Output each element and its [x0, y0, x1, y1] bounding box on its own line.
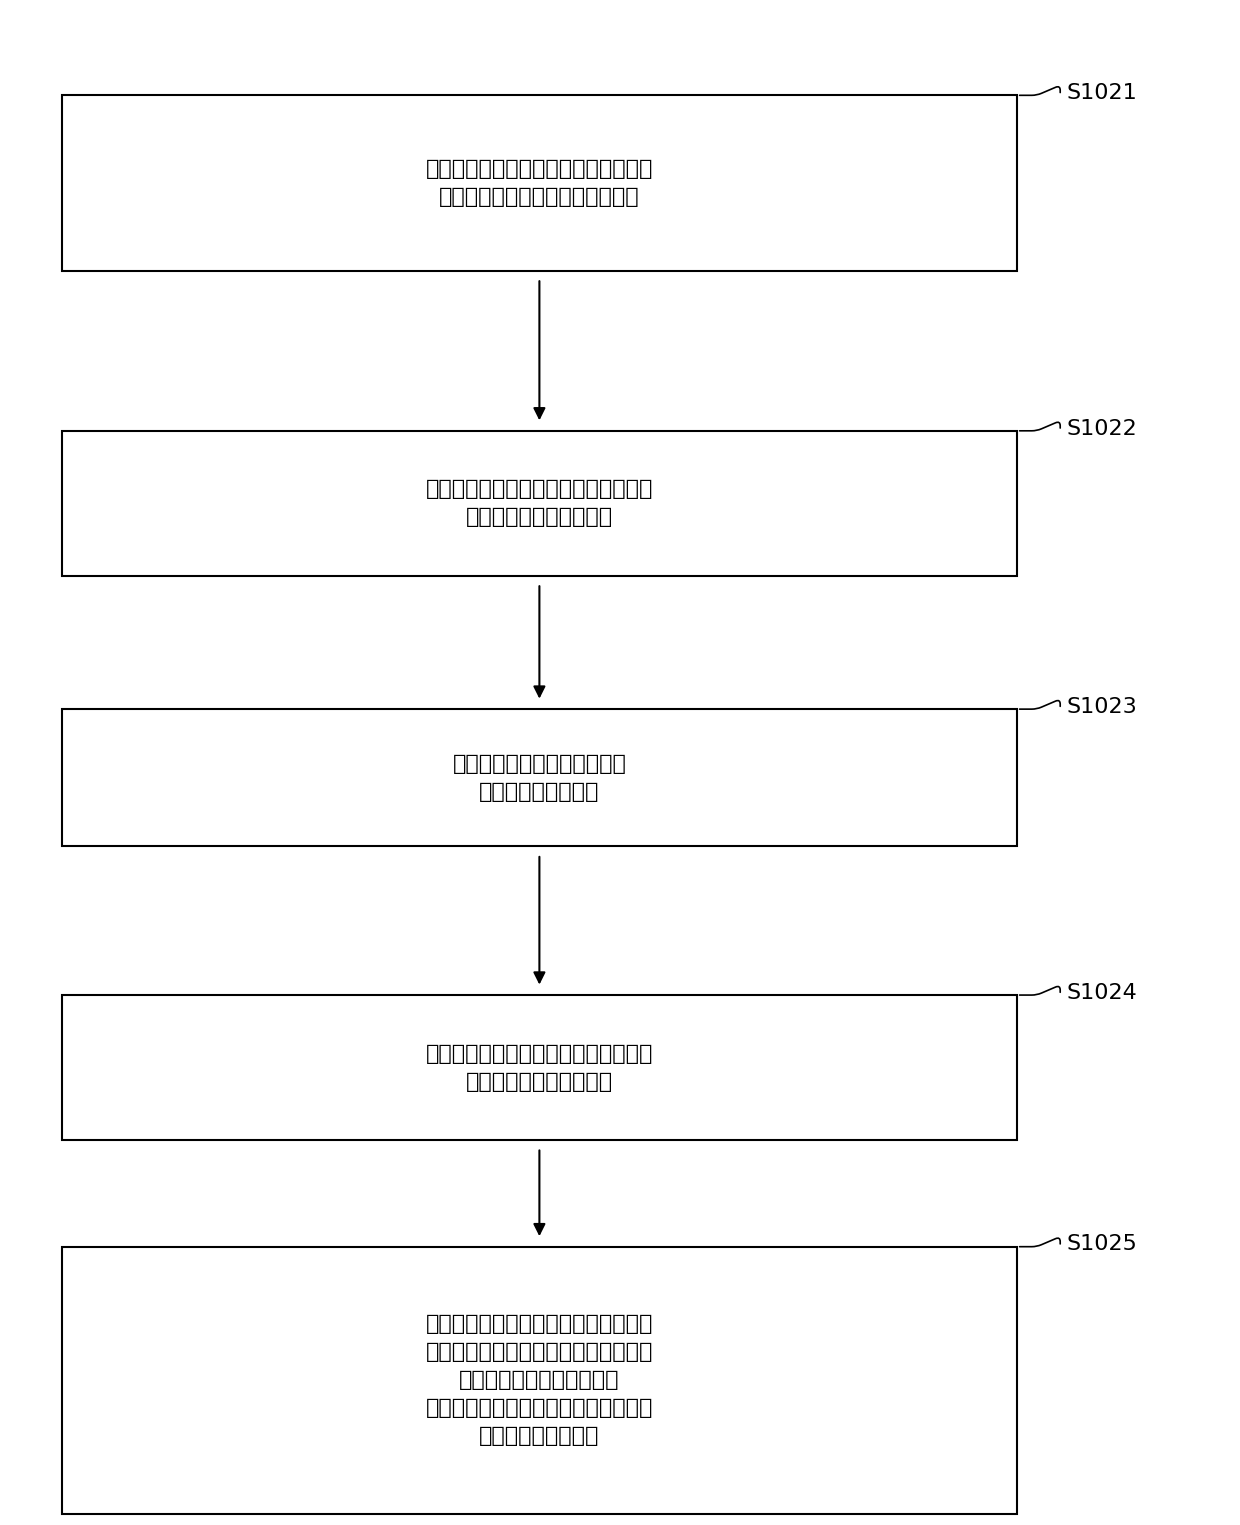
Text: 分别计算左眼的中心位置的横坐标以及
右眼的中心位置的横坐标: 分别计算左眼的中心位置的横坐标以及 右眼的中心位置的横坐标	[425, 479, 653, 528]
FancyBboxPatch shape	[62, 996, 1017, 1141]
FancyBboxPatch shape	[62, 709, 1017, 846]
FancyBboxPatch shape	[62, 430, 1017, 575]
Text: S1022: S1022	[1066, 418, 1137, 439]
Text: S1023: S1023	[1066, 697, 1137, 717]
Text: 从所述肤色像素点集合划分出
上侧肤色像素点子集: 从所述肤色像素点集合划分出 上侧肤色像素点子集	[453, 753, 626, 802]
Text: S1025: S1025	[1066, 1235, 1137, 1255]
Text: 将所述肤色像素点集合划分为左侧肤色
像素点子集和右侧肤色像素点子集: 将所述肤色像素点集合划分为左侧肤色 像素点子集和右侧肤色像素点子集	[425, 159, 653, 207]
Text: 分别计算左眼的中心位置的纵坐标以及
右眼的中心位置的纵坐标: 分别计算左眼的中心位置的纵坐标以及 右眼的中心位置的纵坐标	[425, 1043, 653, 1092]
FancyBboxPatch shape	[62, 1247, 1017, 1513]
Text: 根据左眼的中心位置、右眼的中心位置
、预设的眼睛区域高度和预设的眼睛区
域宽度确定眼睛所在区域，
并将从所述眼睛所在区域提取出的图像
作为所述第一子图像: 根据左眼的中心位置、右眼的中心位置 、预设的眼睛区域高度和预设的眼睛区 域宽度确…	[425, 1315, 653, 1446]
Text: S1024: S1024	[1066, 984, 1137, 1003]
Text: S1021: S1021	[1066, 82, 1137, 104]
FancyBboxPatch shape	[62, 95, 1017, 271]
